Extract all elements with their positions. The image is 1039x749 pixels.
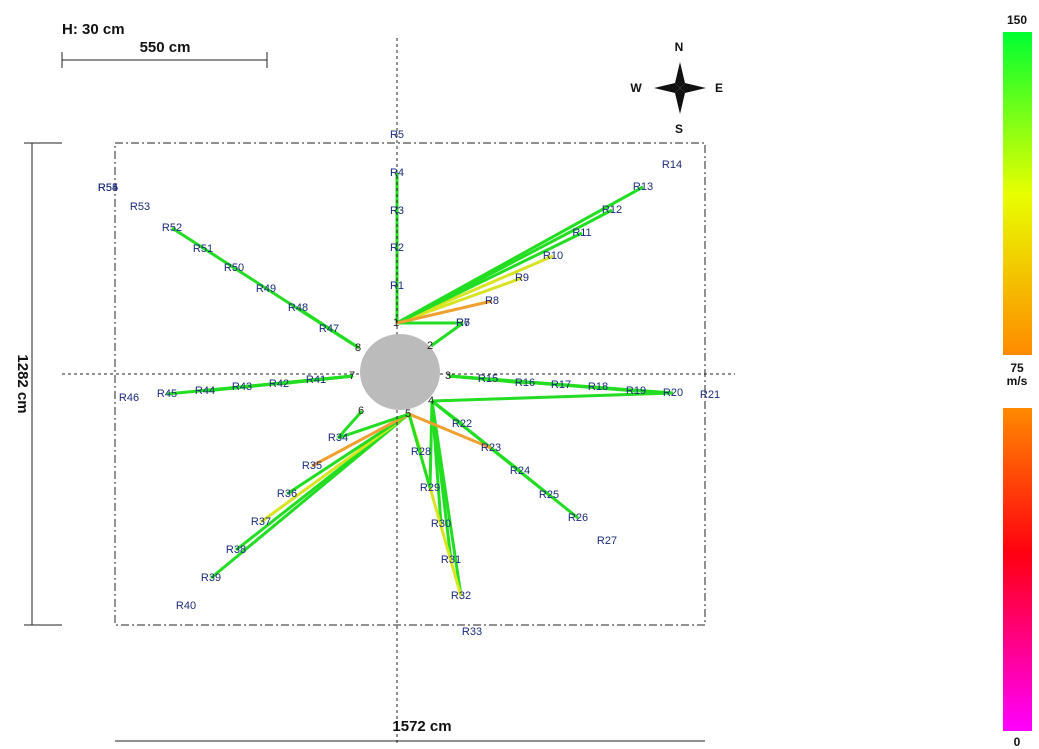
compass-n: N bbox=[675, 40, 684, 54]
receiver-label: R8 bbox=[485, 295, 499, 307]
receiver-label: R29 bbox=[420, 482, 440, 494]
ray bbox=[428, 400, 434, 489]
rays bbox=[166, 173, 674, 597]
receiver-label: R51 bbox=[193, 243, 213, 255]
receiver-label: R54 bbox=[98, 182, 118, 194]
receiver-label: R38 bbox=[226, 544, 246, 556]
receiver-label: R6 bbox=[456, 317, 470, 329]
receiver-label: R22 bbox=[452, 418, 472, 430]
receiver-label: R14 bbox=[662, 159, 682, 171]
sensor-label: 5 bbox=[405, 408, 411, 420]
receiver-label: R15 bbox=[478, 373, 498, 385]
receiver-label: R45 bbox=[157, 388, 177, 400]
receiver-label: R16 bbox=[515, 377, 535, 389]
receiver-label: R40 bbox=[176, 600, 196, 612]
ray bbox=[336, 410, 364, 439]
receiver-label: R11 bbox=[572, 227, 591, 239]
receiver-label: R7 bbox=[456, 317, 470, 329]
receiver-label: R48 bbox=[288, 302, 308, 314]
receiver-label: R41 bbox=[306, 374, 326, 386]
receiver-label: R5 bbox=[390, 129, 404, 141]
receiver-label: R27 bbox=[597, 535, 617, 547]
receiver-label: R49 bbox=[256, 283, 276, 295]
receiver-label: R37 bbox=[251, 516, 271, 528]
receiver-label: R23 bbox=[481, 442, 501, 454]
receiver-label: R17 bbox=[551, 379, 571, 391]
receiver-label: R21 bbox=[700, 389, 720, 401]
receiver-label: R20 bbox=[663, 387, 683, 399]
receiver-label: R26 bbox=[568, 512, 588, 524]
receiver-label: R33 bbox=[462, 626, 482, 638]
receiver-label: R10 bbox=[543, 250, 563, 262]
receiver-label: R55 bbox=[98, 182, 118, 194]
receiver-label: R13 bbox=[633, 181, 653, 193]
receiver-label: R43 bbox=[232, 381, 252, 393]
legend-max: 150 bbox=[1007, 13, 1027, 27]
legend-min: 0 bbox=[1014, 735, 1021, 749]
ray bbox=[448, 374, 674, 395]
legend-mid: 75 bbox=[1010, 361, 1024, 375]
ray bbox=[408, 412, 492, 450]
receiver-label: R1 bbox=[390, 280, 404, 292]
receiver-label: R31 bbox=[441, 554, 461, 566]
ray bbox=[430, 321, 464, 348]
legend-unit: m/s bbox=[1007, 374, 1028, 388]
sensor-label: 3 bbox=[445, 370, 451, 382]
receiver-label: R35 bbox=[302, 460, 322, 472]
ray bbox=[311, 412, 410, 468]
ray bbox=[396, 299, 493, 325]
trunk bbox=[360, 334, 440, 410]
receiver-label: R12 bbox=[602, 204, 622, 216]
sensor-label: 4 bbox=[428, 395, 434, 407]
receiver-label: R50 bbox=[224, 262, 244, 274]
receiver-label: R32 bbox=[451, 590, 471, 602]
scale-label: 550 cm bbox=[140, 39, 191, 56]
receiver-label: R30 bbox=[431, 518, 451, 530]
compass-w: W bbox=[630, 81, 642, 95]
receiver-label: R9 bbox=[515, 272, 529, 284]
compass-e: E bbox=[715, 81, 723, 95]
ray bbox=[431, 391, 674, 403]
receiver-label: R19 bbox=[626, 385, 646, 397]
ray bbox=[166, 374, 354, 396]
receiver-label: R18 bbox=[588, 381, 608, 393]
receiver-label: R3 bbox=[390, 205, 404, 217]
receiver-label: R4 bbox=[390, 167, 404, 179]
receiver-label: R36 bbox=[277, 488, 297, 500]
compass: N S W E bbox=[630, 40, 723, 136]
receiver-label: R47 bbox=[319, 323, 339, 335]
receiver-label: R2 bbox=[390, 242, 404, 254]
ray bbox=[260, 412, 410, 524]
receiver-label: R52 bbox=[162, 222, 182, 234]
receiver-label: R25 bbox=[539, 489, 559, 501]
height-dimension: 1282 cm bbox=[14, 354, 31, 413]
receiver-label: R44 bbox=[195, 385, 215, 397]
measurement-frame bbox=[114, 142, 706, 626]
compass-s: S bbox=[675, 122, 683, 136]
receiver-label: R28 bbox=[411, 446, 431, 458]
width-dimension: 1572 cm bbox=[392, 718, 451, 735]
receiver-label: R42 bbox=[269, 378, 289, 390]
height-label: H: 30 cm bbox=[62, 21, 125, 38]
ray bbox=[407, 413, 432, 489]
legend-bar-upper bbox=[1003, 32, 1032, 355]
receiver-label: R24 bbox=[510, 465, 530, 477]
ray bbox=[396, 185, 644, 325]
legend-bar-lower bbox=[1003, 408, 1032, 731]
sensor-label: 1 bbox=[393, 317, 399, 329]
ray bbox=[430, 400, 443, 525]
receiver-label: R46 bbox=[119, 392, 139, 404]
receiver-label: R34 bbox=[328, 432, 348, 444]
sensor-label: 8 bbox=[355, 342, 361, 354]
receiver-label: R39 bbox=[201, 572, 221, 584]
sensor-label: 2 bbox=[427, 340, 433, 352]
ray bbox=[431, 399, 463, 426]
sensor-label: 7 bbox=[349, 370, 355, 382]
ray bbox=[286, 412, 410, 496]
receiver-label: R53 bbox=[130, 201, 150, 213]
ray bbox=[171, 226, 360, 350]
sensor-label: 6 bbox=[358, 405, 364, 417]
